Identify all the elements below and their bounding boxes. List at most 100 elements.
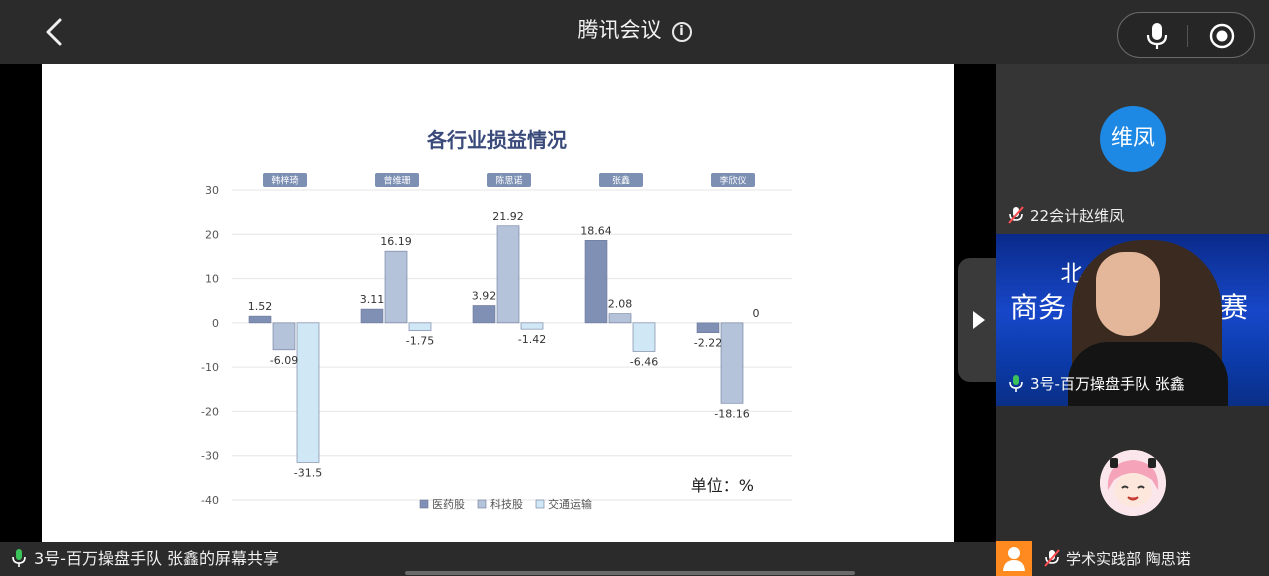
participant-name: 3号-百万操盘手队 张鑫	[1030, 375, 1185, 393]
bar	[584, 240, 608, 324]
data-label: 1.52	[248, 300, 273, 313]
participant-name-row: 学术实践部 陶思诺	[1042, 547, 1191, 571]
participant-video-tile[interactable]: 北 学 商务 战赛 3号-百万操盘手队 张鑫	[996, 234, 1269, 406]
y-tick-label: 10	[205, 273, 219, 286]
participant-name: 22会计赵维凤	[1030, 207, 1125, 225]
data-label: 2.08	[608, 298, 633, 311]
screen-share-label: 3号-百万操盘手队 张鑫的屏幕共享	[34, 549, 280, 568]
bar	[496, 225, 520, 324]
bar	[632, 322, 656, 352]
audio-record-controls	[1117, 12, 1255, 58]
back-arrow-icon	[46, 18, 62, 46]
data-label: -1.42	[518, 333, 546, 346]
profit-loss-chart: 各行业损益情况 30 20 10 0 -10 -20 -30 -40 韩梓琦 曾维珊 陈思诺 张鑫 李…	[201, 128, 792, 511]
category-label: 张鑫	[612, 175, 630, 187]
participant-name-row: 3号-百万操盘手队 张鑫	[1006, 372, 1185, 396]
scrollbar[interactable]	[405, 571, 855, 575]
category-labels: 韩梓琦 曾维珊 陈思诺 张鑫 李欣仪	[263, 173, 755, 187]
top-bar: 腾讯会议 i	[0, 0, 1269, 64]
data-label: 18.64	[580, 224, 612, 237]
expand-panel-button[interactable]	[958, 258, 998, 382]
participant-tile[interactable]: 学术实践部 陶思诺	[996, 406, 1269, 576]
data-label: -2.22	[694, 337, 722, 350]
bar	[608, 313, 632, 324]
bar	[472, 305, 496, 324]
y-tick-label: -20	[201, 405, 219, 418]
data-label: -6.46	[630, 355, 658, 368]
category-tag	[375, 173, 419, 187]
data-label: 3.11	[360, 293, 385, 306]
chart-title: 各行业损益情况	[426, 128, 567, 152]
meeting-title: 腾讯会议	[577, 18, 662, 42]
y-tick-label: 0	[212, 317, 219, 330]
bar	[696, 322, 720, 333]
mic-muted-icon	[1008, 206, 1024, 224]
data-label: 21.92	[492, 210, 524, 223]
legend-label: 交通运输	[548, 497, 592, 511]
y-tick-label: 20	[205, 228, 219, 241]
video-background-text-left: 商务	[1010, 291, 1067, 324]
chart-legend: 医药股 科技股 交通运输	[419, 497, 592, 511]
category-tag	[263, 173, 307, 187]
divider	[1187, 25, 1188, 47]
record-icon[interactable]	[1209, 23, 1235, 49]
data-label: 3.92	[472, 289, 497, 302]
bar	[408, 322, 432, 331]
category-tag	[487, 173, 531, 187]
bar	[384, 250, 408, 324]
y-axis: 30 20 10 0 -10 -20 -30 -40	[201, 184, 219, 507]
category-label: 曾维珊	[383, 175, 410, 187]
avatar	[1100, 450, 1166, 516]
legend-label: 科技股	[490, 497, 523, 511]
y-tick-label: -30	[201, 450, 219, 463]
participant-name: 学术实践部 陶思诺	[1066, 550, 1191, 568]
data-labels: 1.52 -6.09 -31.5 3.11 16.19 -1.75 3.92 21.92 -1.…	[248, 210, 760, 480]
participants-panel: 维凤 22会计赵维凤 北 学 商务 战赛 3号-百万	[996, 64, 1269, 576]
bar	[520, 322, 544, 330]
mic-muted-icon	[1044, 549, 1060, 567]
legend-swatch	[419, 499, 429, 509]
chart-bars	[248, 225, 744, 463]
y-tick-label: 30	[205, 184, 219, 197]
mic-active-icon	[1009, 375, 1023, 392]
data-label: -6.09	[270, 354, 298, 367]
category-tag	[599, 173, 643, 187]
category-label: 韩梓琦	[271, 175, 298, 187]
bar	[272, 322, 296, 351]
info-icon[interactable]: i	[671, 22, 692, 42]
data-label: -18.16	[714, 407, 749, 420]
back-button[interactable]	[36, 12, 76, 52]
meeting-title-area: 腾讯会议 i	[0, 14, 1269, 44]
mic-active-icon	[12, 549, 26, 567]
y-tick-label: -10	[201, 361, 219, 374]
y-tick-label: -40	[201, 494, 219, 507]
legend-swatch	[477, 499, 487, 509]
microphone-icon[interactable]	[1144, 22, 1170, 50]
shared-screen-slide: 各行业损益情况 30 20 10 0 -10 -20 -30 -40 韩梓琦 曾维珊 陈思诺 张鑫 李…	[42, 64, 954, 542]
category-tag	[711, 173, 755, 187]
legend-swatch	[535, 499, 545, 509]
bar	[248, 315, 272, 324]
data-label: 16.19	[380, 235, 412, 248]
avatar: 维凤	[1100, 106, 1166, 172]
category-label: 李欣仪	[719, 175, 746, 187]
participant-name-row: 22会计赵维凤	[1006, 204, 1124, 228]
screen-share-status-bar: 3号-百万操盘手队 张鑫的屏幕共享	[0, 542, 996, 576]
video-person-body	[1068, 342, 1228, 406]
legend-label: 医药股	[432, 498, 465, 511]
screen-share-margin-left	[0, 64, 42, 542]
speaker-icon[interactable]	[996, 541, 1032, 576]
participant-tile[interactable]: 维凤 22会计赵维凤	[996, 64, 1269, 234]
data-label: -31.5	[294, 466, 322, 479]
bar	[296, 322, 320, 463]
bar	[720, 322, 744, 404]
bar	[360, 308, 384, 324]
unit-label: 单位：%	[691, 476, 754, 495]
category-label: 陈思诺	[495, 175, 522, 187]
video-person-face	[1096, 252, 1160, 336]
data-label: 0	[753, 307, 760, 320]
anime-avatar-icon	[1100, 450, 1166, 516]
chart-grid	[232, 189, 792, 501]
data-label: -1.75	[406, 335, 434, 348]
